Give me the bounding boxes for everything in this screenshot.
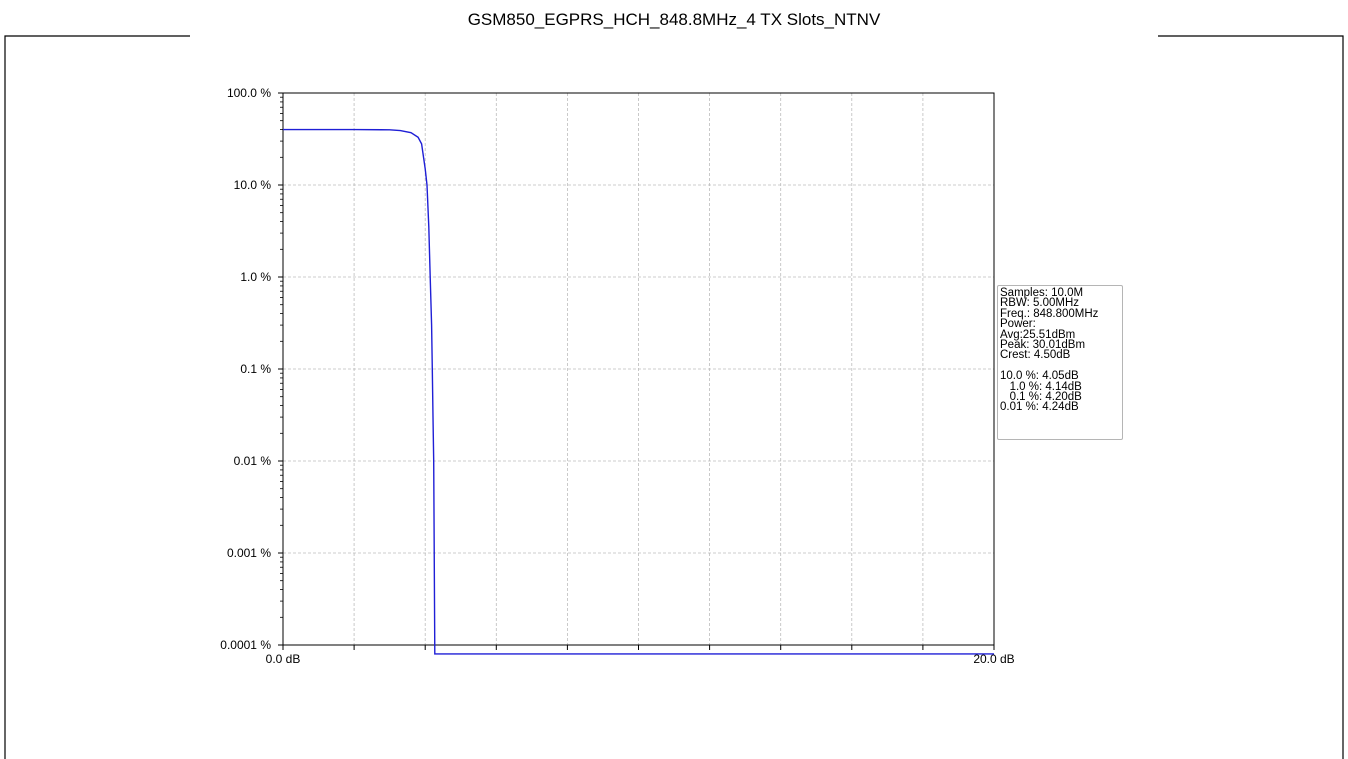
- info-line: RBW: 5.00MHz: [1000, 297, 1080, 310]
- x-tick-label: 0.0 dB: [266, 652, 301, 666]
- tick-labels: 100.0 % 10.0 % 1.0 % 0.1 % 0.01 % 0.001 % 0.00…: [220, 86, 1014, 666]
- info-line: Freq.: 848.800MHz: [1000, 307, 1099, 320]
- chart-title: GSM850_EGPRS_HCH_848.8MHz_4 TX Slots_NTN…: [467, 10, 881, 29]
- y-tick-label: 10.0 %: [234, 178, 272, 192]
- series-layer: [283, 128, 994, 655]
- statistics-info-box: Samples: 10.0M RBW: 5.00MHz Freq.: 848.800…: [997, 285, 1123, 440]
- ccdf-series-line: [283, 128, 994, 655]
- info-line: 10.0 %: 4.05dB: [1000, 370, 1079, 383]
- y-tick-label: 0.0001 %: [220, 638, 271, 652]
- x-tick-label: 20.0 dB: [973, 652, 1014, 666]
- info-line: Power:: [1000, 318, 1036, 331]
- info-line: 0.01 %: 4.24dB: [1000, 401, 1079, 414]
- y-tick-label: 1.0 %: [240, 270, 271, 284]
- info-line: Samples: 10.0M: [1000, 287, 1084, 299]
- y-tick-label: 0.1 %: [240, 362, 271, 376]
- y-tick-label: 0.001 %: [227, 546, 271, 560]
- info-line: 1.0 %: 4.14dB: [1000, 380, 1082, 393]
- grid-lines: [283, 93, 994, 645]
- axes: [278, 92, 995, 650]
- info-line: Peak: 30.01dBm: [1000, 338, 1086, 351]
- y-tick-label: 100.0 %: [227, 86, 271, 100]
- info-line: Crest: 4.50dB: [1000, 349, 1071, 362]
- info-line: 0.1 %: 4.20dB: [1000, 390, 1082, 403]
- info-line: Avg:25.51dBm: [1000, 328, 1076, 341]
- y-tick-label: 0.01 %: [234, 454, 272, 468]
